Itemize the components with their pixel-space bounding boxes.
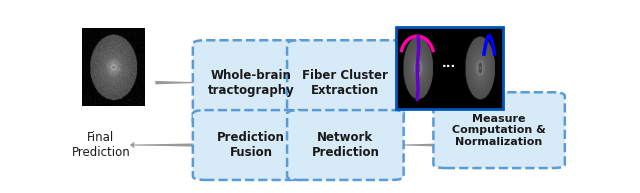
FancyBboxPatch shape: [287, 110, 404, 180]
Text: Fiber Cluster
Extraction: Fiber Cluster Extraction: [303, 69, 388, 97]
FancyBboxPatch shape: [193, 110, 309, 180]
Text: Prediction
Fusion: Prediction Fusion: [217, 131, 285, 159]
Text: dMRI: dMRI: [101, 88, 131, 101]
FancyBboxPatch shape: [433, 92, 565, 168]
Text: Final
Prediction: Final Prediction: [72, 131, 130, 159]
Text: Network
Prediction: Network Prediction: [312, 131, 380, 159]
Text: Whole-brain
tractography: Whole-brain tractography: [208, 69, 294, 97]
FancyBboxPatch shape: [193, 40, 309, 125]
FancyBboxPatch shape: [287, 40, 404, 125]
Text: Measure
Computation &
Normalization: Measure Computation & Normalization: [452, 113, 546, 147]
